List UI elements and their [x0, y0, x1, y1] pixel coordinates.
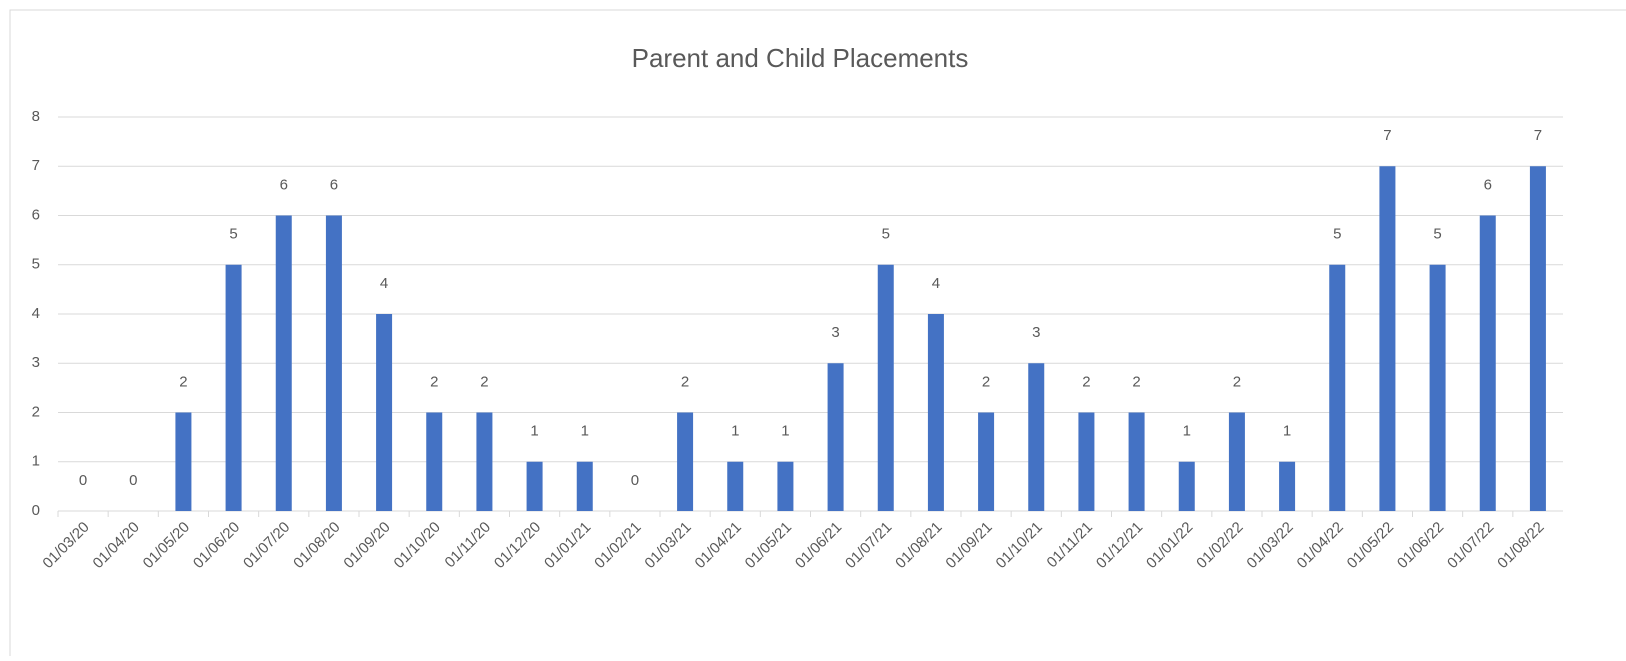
- bar: [1128, 412, 1145, 511]
- y-tick-label: 2: [32, 403, 40, 420]
- data-label: 4: [932, 275, 940, 292]
- bar: [325, 215, 342, 511]
- data-label: 1: [781, 423, 789, 440]
- y-tick-label: 1: [32, 453, 40, 470]
- bar: [275, 215, 292, 511]
- bar: [1529, 166, 1546, 511]
- data-label: 2: [681, 373, 689, 390]
- chart-title: Parent and Child Placements: [632, 43, 969, 73]
- bar: [526, 461, 543, 511]
- data-label: 7: [1383, 127, 1391, 144]
- data-label: 2: [480, 373, 488, 390]
- data-label: 5: [229, 226, 237, 243]
- data-label: 5: [1433, 226, 1441, 243]
- data-label: 2: [1082, 373, 1090, 390]
- data-label: 2: [430, 373, 438, 390]
- bar: [1228, 412, 1245, 511]
- y-tick-label: 4: [32, 305, 40, 322]
- y-tick-label: 5: [32, 256, 40, 273]
- bar: [1078, 412, 1095, 511]
- data-label: 1: [1283, 423, 1291, 440]
- bar: [1279, 461, 1296, 511]
- data-label: 3: [1032, 324, 1040, 341]
- data-label: 2: [179, 373, 187, 390]
- bar: [927, 314, 944, 511]
- bar: [827, 363, 844, 511]
- bar: [1028, 363, 1045, 511]
- data-label: 0: [631, 472, 639, 489]
- data-label: 6: [1484, 176, 1492, 193]
- bar: [1329, 264, 1346, 511]
- data-label: 0: [79, 472, 87, 489]
- bar: [175, 412, 192, 511]
- bar: [376, 314, 393, 511]
- data-label: 1: [530, 423, 538, 440]
- data-label: 6: [330, 176, 338, 193]
- data-label: 1: [1183, 423, 1191, 440]
- data-label: 0: [129, 472, 137, 489]
- data-label: 1: [731, 423, 739, 440]
- bar: [1379, 166, 1396, 511]
- bar: [576, 461, 593, 511]
- data-label: 2: [1233, 373, 1241, 390]
- data-label: 7: [1534, 127, 1542, 144]
- bar: [727, 461, 744, 511]
- data-label: 6: [280, 176, 288, 193]
- y-tick-label: 7: [32, 157, 40, 174]
- data-label: 5: [882, 226, 890, 243]
- data-label: 1: [581, 423, 589, 440]
- bar: [877, 264, 894, 511]
- bar: [426, 412, 443, 511]
- data-label: 2: [1132, 373, 1140, 390]
- data-label: 5: [1333, 226, 1341, 243]
- bar: [677, 412, 694, 511]
- bar: [225, 264, 242, 511]
- bar: [777, 461, 794, 511]
- data-label: 3: [831, 324, 839, 341]
- data-label: 4: [380, 275, 388, 292]
- bar: [1178, 461, 1195, 511]
- bar: [476, 412, 493, 511]
- bar: [978, 412, 995, 511]
- data-label: 2: [982, 373, 990, 390]
- y-tick-label: 0: [32, 502, 40, 519]
- y-tick-label: 8: [32, 108, 40, 125]
- y-tick-label: 3: [32, 354, 40, 371]
- y-tick-label: 6: [32, 206, 40, 223]
- bar: [1479, 215, 1496, 511]
- bar: [1429, 264, 1446, 511]
